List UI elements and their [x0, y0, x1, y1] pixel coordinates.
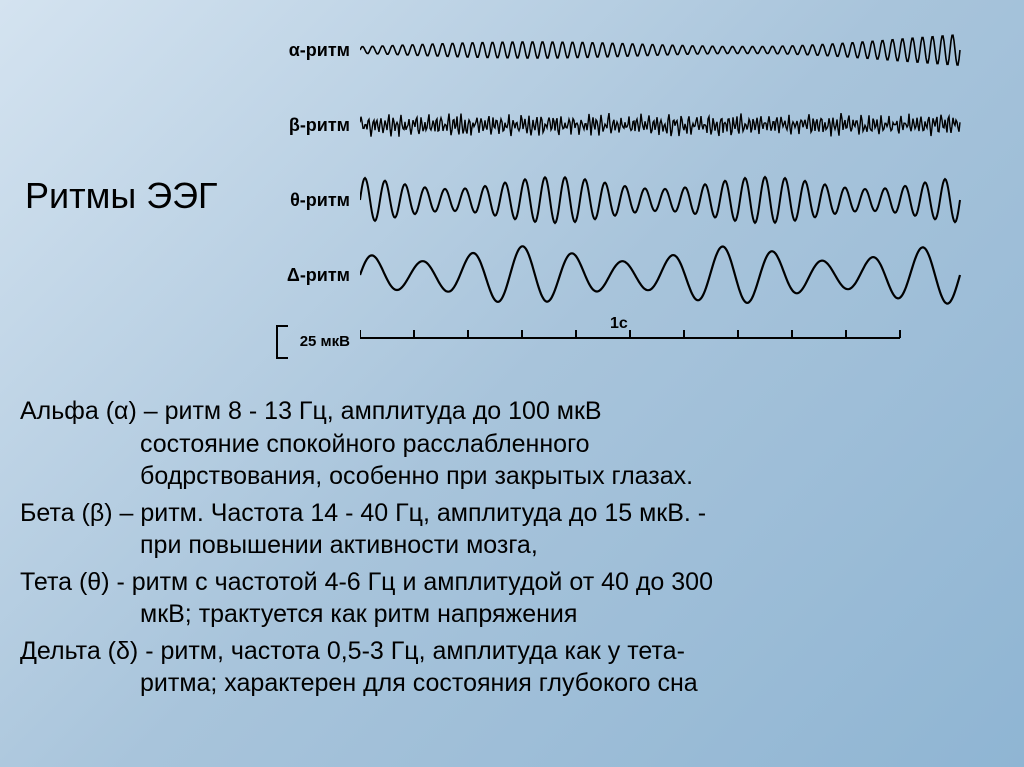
wave-label: β-ритм [270, 115, 360, 136]
delta-desc: Дельта (δ) - ритм, частота 0,5-3 Гц, амп… [20, 635, 1004, 700]
waveform-block: α-ритм β-ритм θ-ритм Δ-ритм 25 мкВ 1с [270, 20, 990, 350]
wave-row: θ-ритм [270, 170, 990, 230]
slide: α-ритм β-ритм θ-ритм Δ-ритм 25 мкВ 1с Ритмы… [0, 0, 1024, 767]
wave-row: α-ритм [270, 20, 990, 80]
scale-x-text: 1с [610, 315, 628, 333]
wave-svg [360, 20, 990, 80]
wave-svg [360, 170, 990, 230]
scale-y-label: 25 мкВ [270, 333, 360, 350]
beta-desc: Бета (β) – ритм. Частота 14 - 40 Гц, амп… [20, 497, 1004, 562]
description-block: Альфа (α) – ритм 8 - 13 Гц, амплитуда до… [20, 395, 1004, 704]
alpha-desc: Альфа (α) – ритм 8 - 13 Гц, амплитуда до… [20, 395, 1004, 493]
wave-svg [360, 245, 990, 305]
wave-row: Δ-ритм [270, 245, 990, 305]
theta-desc: Тета (θ) - ритм с частотой 4-6 Гц и ампл… [20, 566, 1004, 631]
wave-label: Δ-ритм [270, 265, 360, 286]
scale-x: 1с [360, 320, 990, 350]
slide-title: Ритмы ЭЭГ [25, 175, 217, 217]
wave-label: θ-ритм [270, 190, 360, 211]
scale-y-text: 25 мкВ [300, 333, 350, 350]
wave-row: β-ритм [270, 95, 990, 155]
wave-label: α-ритм [270, 40, 360, 61]
scale-block: 25 мкВ 1с [270, 320, 990, 350]
wave-svg [360, 95, 990, 155]
